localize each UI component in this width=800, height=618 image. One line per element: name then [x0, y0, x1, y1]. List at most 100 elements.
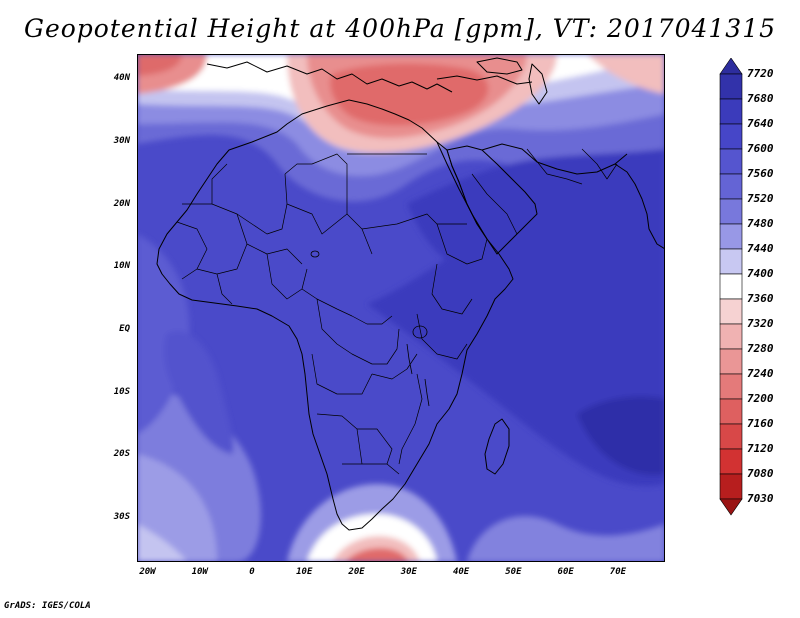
colorbar-label: 7120	[747, 442, 774, 455]
colorbar-label: 7600	[747, 142, 774, 155]
colorbar-label: 7640	[747, 117, 774, 130]
middle-east-coast	[481, 143, 628, 175]
colorbar-swatch	[719, 398, 743, 425]
colorbar-label: 7440	[747, 242, 774, 255]
field-region-west-med-2	[137, 54, 182, 76]
border-namibia	[316, 413, 363, 465]
colorbar-swatch	[719, 173, 743, 200]
colorbar-label: 7080	[747, 467, 774, 480]
caspian-coast	[528, 63, 548, 105]
colorbar-label: 7480	[747, 217, 774, 230]
black-sea-coast	[476, 57, 523, 75]
border-iran	[526, 148, 583, 185]
colorbar-swatch	[719, 123, 743, 150]
credit-text: GrADS: IGES/COLA	[4, 601, 91, 611]
colorbar-label: 7720	[747, 67, 774, 80]
border-kenya	[431, 263, 473, 315]
europe-coast	[206, 61, 453, 93]
lon-label: 20E	[348, 567, 365, 577]
lat-label: 20S	[113, 449, 130, 460]
field-region-indian-ocean-deep	[577, 396, 665, 475]
lat-label: 40N	[113, 73, 130, 84]
colorbar-top-arrow	[719, 58, 743, 75]
africa-coastline	[156, 99, 514, 531]
height-field-map	[137, 54, 665, 562]
lon-label: 70E	[609, 567, 627, 577]
india-coastline	[614, 163, 665, 250]
colorbar-swatch	[719, 473, 743, 500]
colorbar-swatch	[719, 373, 743, 400]
colorbar-label: 7030	[747, 492, 774, 505]
colorbar-swatch	[719, 223, 743, 250]
field-region-south-atlantic-inner	[137, 454, 217, 562]
border-tanzania	[416, 313, 468, 360]
colorbar-label: 7360	[747, 292, 774, 305]
lat-label: 10S	[113, 386, 130, 397]
chart-title: Geopotential Height at 400hPa [gpm], VT:…	[23, 14, 777, 43]
lake-chad	[310, 250, 320, 258]
lat-label: 20N	[113, 198, 130, 209]
field-region-med-high-3	[330, 63, 489, 126]
border-libya	[284, 153, 348, 214]
colorbar-swatch	[719, 298, 743, 325]
red-sea-coast	[436, 141, 488, 240]
border-mozambique	[398, 373, 423, 465]
colorbar-swatch	[719, 273, 743, 300]
borders	[176, 148, 618, 475]
lon-label: 30E	[400, 567, 417, 577]
colorbar-label: 7680	[747, 92, 774, 105]
lat-label: 10N	[113, 261, 130, 272]
colorbar-swatch	[719, 148, 743, 175]
colorbar-swatch	[719, 73, 743, 100]
colorbar-swatch	[719, 198, 743, 225]
border-west-africa-3	[216, 273, 233, 305]
lon-label: 0	[249, 567, 255, 577]
border-chad	[286, 203, 373, 255]
colorbar-label: 7240	[747, 367, 774, 380]
border-saudi	[471, 173, 518, 235]
border-west-africa-1	[176, 221, 208, 280]
border-drc	[316, 298, 400, 365]
colorbar-swatch	[719, 423, 743, 450]
lake-malawi	[424, 378, 430, 407]
border-west-sahara	[182, 163, 228, 205]
border-south-africa	[342, 463, 400, 475]
border-pakistan	[581, 148, 618, 180]
field-region-south-tip-red	[345, 548, 409, 562]
lat-label: EQ	[119, 323, 130, 334]
colorbar	[719, 58, 743, 516]
lat-label: 30S	[113, 512, 130, 523]
lat-label: 30N	[113, 135, 130, 146]
border-algeria-mali	[211, 173, 288, 235]
colorbar-swatch	[719, 98, 743, 125]
colorbar-label: 7560	[747, 167, 774, 180]
colorbar-label: 7160	[747, 417, 774, 430]
madagascar-coastline	[484, 418, 510, 475]
colorbar-label: 7520	[747, 192, 774, 205]
field-region-southeast-light	[467, 516, 665, 562]
colorbar-label: 7400	[747, 267, 774, 280]
colorbar-label: 7200	[747, 392, 774, 405]
colorbar-bottom-arrow	[719, 498, 743, 516]
colorbar-label: 7320	[747, 317, 774, 330]
arabia-coastline	[446, 145, 538, 255]
border-ethiopia	[436, 223, 488, 265]
border-west-africa-2	[196, 243, 248, 275]
colorbar-swatch	[719, 448, 743, 475]
map-frame	[137, 54, 665, 562]
border-nigeria	[266, 253, 308, 300]
field-region-atlantic-light	[164, 331, 234, 454]
lon-label: 40E	[452, 567, 470, 577]
lon-label: 20W	[139, 567, 156, 577]
lon-label: 50E	[505, 567, 522, 577]
colorbar-swatch	[719, 323, 743, 350]
colorbar-swatch	[719, 348, 743, 375]
lon-label: 10W	[191, 567, 208, 577]
coastlines	[156, 57, 665, 531]
colorbar-swatch	[719, 248, 743, 275]
colorbar-label: 7280	[747, 342, 774, 355]
border-sudan	[361, 213, 467, 230]
lon-label: 60E	[557, 567, 574, 577]
field-region-east-corner	[587, 54, 665, 94]
border-angola	[311, 353, 373, 395]
